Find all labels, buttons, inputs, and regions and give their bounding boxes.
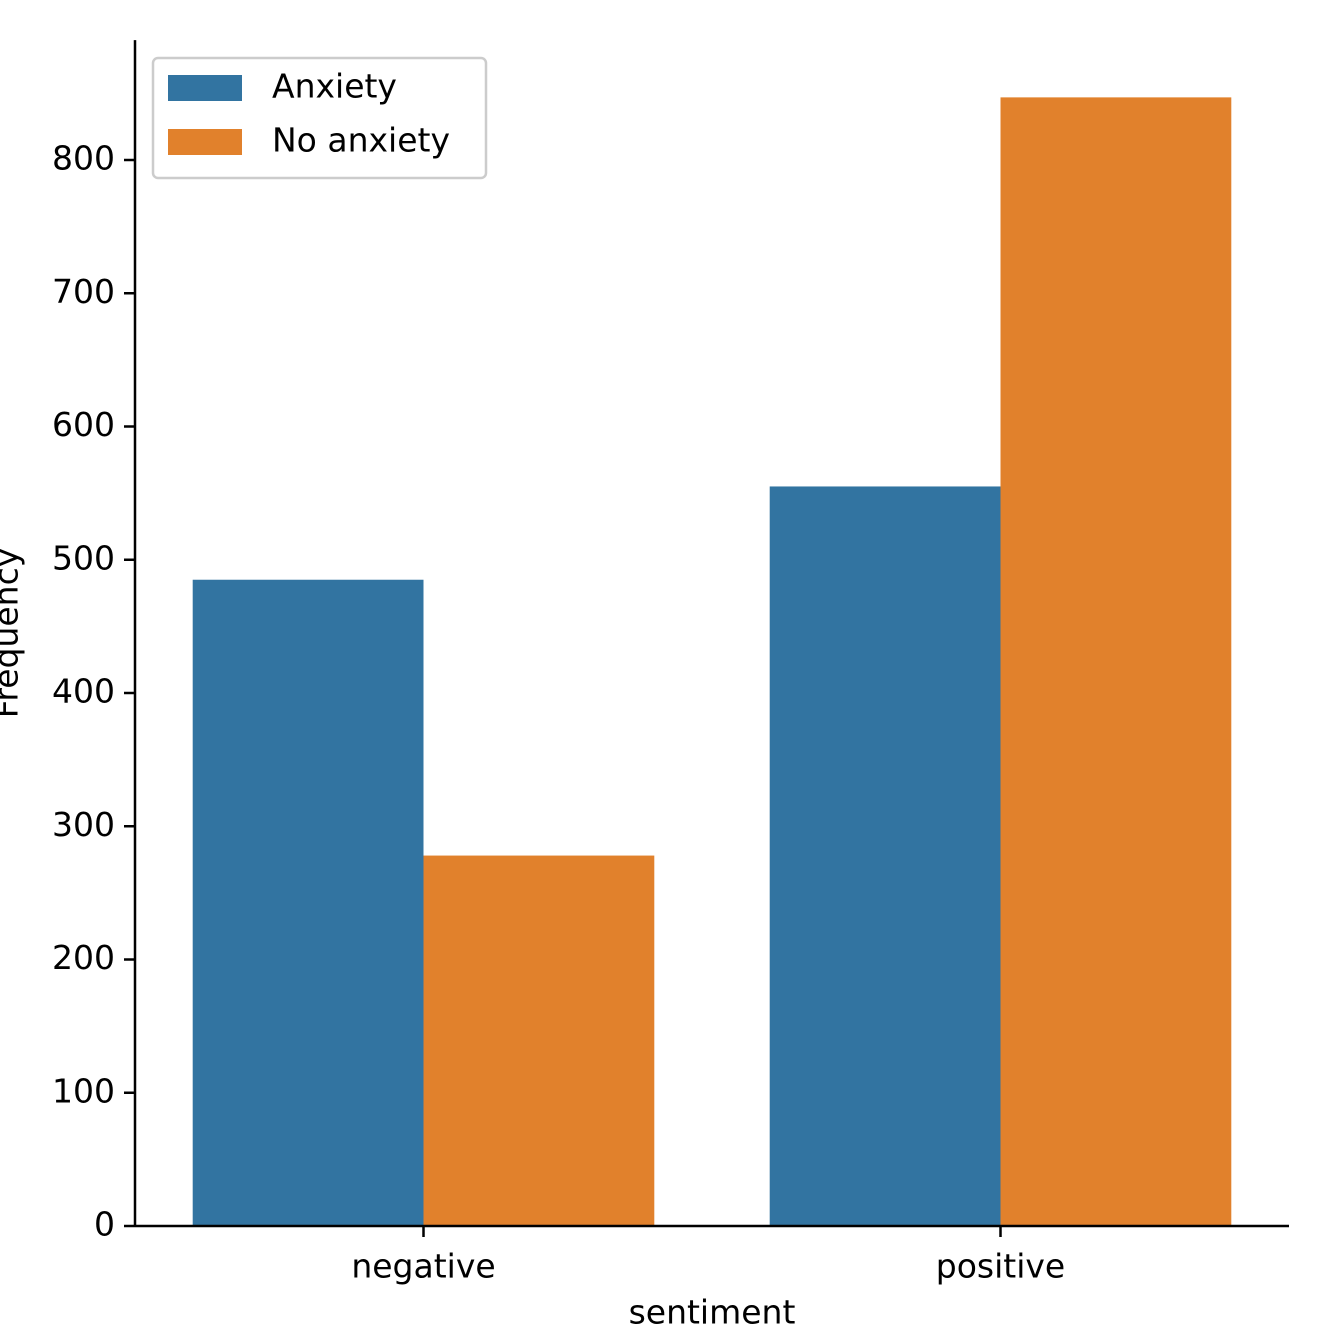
legend-label: No anxiety bbox=[272, 121, 450, 160]
bar bbox=[423, 855, 655, 1226]
y-tick-label: 700 bbox=[52, 272, 115, 311]
x-tick-label: positive bbox=[936, 1247, 1065, 1286]
y-tick-label: 0 bbox=[94, 1205, 115, 1244]
legend-label: Anxiety bbox=[272, 67, 397, 106]
legend-swatch bbox=[168, 129, 242, 155]
y-axis-label: Frequency bbox=[0, 548, 26, 718]
x-tick-label: negative bbox=[351, 1247, 495, 1286]
y-tick-label: 500 bbox=[52, 538, 115, 577]
y-tick-label: 200 bbox=[52, 938, 115, 977]
legend-swatch bbox=[168, 75, 242, 101]
x-axis-label: sentiment bbox=[629, 1293, 796, 1329]
y-tick-label: 800 bbox=[52, 139, 115, 178]
y-tick-label: 600 bbox=[52, 405, 115, 444]
bar bbox=[192, 579, 424, 1226]
bar bbox=[1000, 97, 1232, 1226]
bar bbox=[769, 486, 1001, 1226]
y-tick-label: 300 bbox=[52, 805, 115, 844]
y-tick-label: 100 bbox=[52, 1071, 115, 1110]
y-tick-label: 400 bbox=[52, 672, 115, 711]
